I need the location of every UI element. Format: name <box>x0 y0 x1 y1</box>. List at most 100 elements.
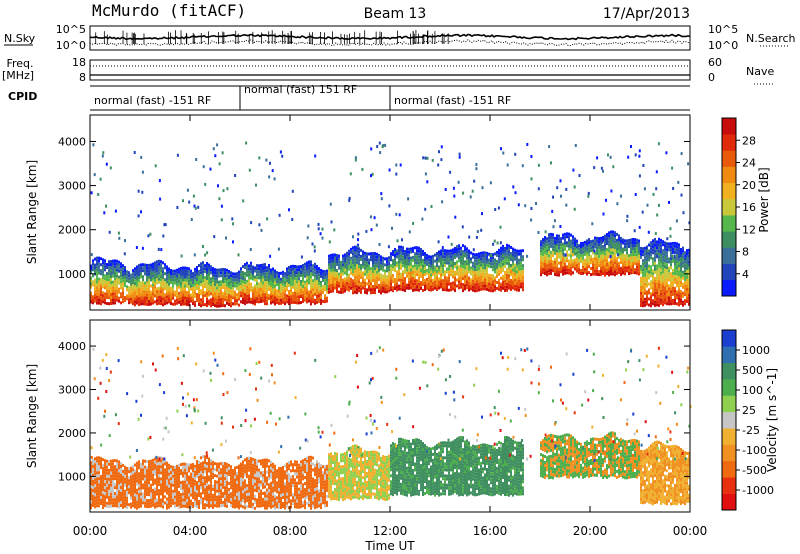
heatmap-cell <box>96 298 98 302</box>
colorbar-tick-label: 12 <box>742 223 756 236</box>
heatmap-cell <box>556 240 558 244</box>
heatmap-cell <box>474 286 476 290</box>
heatmap-cell <box>348 264 350 268</box>
heatmap-cell <box>310 266 312 270</box>
heatmap-cell <box>152 280 154 284</box>
heatmap-cell <box>123 252 126 256</box>
heatmap-cell <box>476 286 478 290</box>
heatmap-cell <box>108 293 110 297</box>
heatmap-cell <box>420 284 422 287</box>
heatmap-cell <box>688 248 690 252</box>
heatmap-cell <box>554 251 556 255</box>
heatmap-cell <box>150 501 152 505</box>
heatmap-cell <box>474 259 476 263</box>
heatmap-cell <box>290 301 292 305</box>
heatmap-cell <box>354 272 356 276</box>
heatmap-cell <box>408 253 410 257</box>
heatmap-cell <box>400 257 402 261</box>
heatmap-cell <box>494 285 496 289</box>
heatmap-cell <box>640 267 642 271</box>
heatmap-cell <box>348 252 350 256</box>
heatmap-cell <box>170 483 172 487</box>
heatmap-cell <box>614 264 616 268</box>
heatmap-cell <box>608 264 610 268</box>
heatmap-cell <box>182 489 184 493</box>
heatmap-cell <box>290 268 292 272</box>
heatmap-cell <box>508 259 510 263</box>
heatmap-cell <box>116 271 118 275</box>
heatmap-cell <box>124 489 126 493</box>
heatmap-cell <box>380 255 382 259</box>
heatmap-cell <box>366 273 368 277</box>
heatmap-cell <box>412 273 414 277</box>
heatmap-cell <box>395 172 398 176</box>
heatmap-cell <box>608 237 610 241</box>
colorbar-swatch <box>722 247 736 264</box>
heatmap-cell <box>132 504 134 508</box>
heatmap-cell <box>100 502 102 505</box>
heatmap-cell <box>250 261 252 265</box>
heatmap-cell <box>426 286 428 290</box>
heatmap-cell <box>92 504 94 507</box>
heatmap-cell <box>638 251 640 255</box>
heatmap-cell <box>302 294 304 297</box>
heatmap-cell <box>296 292 298 296</box>
heatmap-cell <box>437 163 440 167</box>
heatmap-cell <box>680 257 682 260</box>
heatmap-cell <box>286 279 288 283</box>
heatmap-cell <box>372 273 374 276</box>
heatmap-cell <box>310 260 312 264</box>
heatmap-cell <box>274 284 276 288</box>
heatmap-cell <box>154 472 156 476</box>
heatmap-cell <box>680 254 682 257</box>
heatmap-cell <box>198 285 200 288</box>
heatmap-cell <box>508 253 510 257</box>
heatmap-cell <box>362 265 364 269</box>
heatmap-cell <box>196 284 198 287</box>
heatmap-cell <box>550 235 552 239</box>
heatmap-cell <box>492 277 494 281</box>
heatmap-cell <box>660 259 662 263</box>
heatmap-cell <box>492 265 494 269</box>
heatmap-cell <box>296 289 298 293</box>
heatmap-cell <box>110 486 112 490</box>
heatmap-cell <box>96 471 98 475</box>
heatmap-cell <box>642 259 644 263</box>
heatmap-cell <box>344 253 346 257</box>
heatmap-cell <box>360 263 362 267</box>
heatmap-cell <box>174 278 176 282</box>
heatmap-cell <box>380 192 383 196</box>
heatmap-cell <box>665 151 668 155</box>
heatmap-cell <box>102 497 104 501</box>
heatmap-cell <box>344 262 346 266</box>
heatmap-cell <box>349 172 352 176</box>
heatmap-cell <box>592 272 594 276</box>
heatmap-cell <box>96 256 98 260</box>
heatmap-cell <box>428 279 430 283</box>
heatmap-cell <box>636 265 638 269</box>
heatmap-cell <box>612 260 614 264</box>
heatmap-cell <box>168 469 170 473</box>
heatmap-cell <box>562 254 564 258</box>
heatmap-cell <box>662 264 664 268</box>
heatmap-cell <box>456 284 458 288</box>
heatmap-cell <box>378 141 381 145</box>
heatmap-cell <box>96 265 98 269</box>
heatmap-cell <box>669 227 672 231</box>
heatmap-cell <box>96 292 98 296</box>
heatmap-cell <box>396 252 398 256</box>
heatmap-cell <box>356 252 358 256</box>
heatmap-cell <box>280 277 282 281</box>
heatmap-cell <box>178 270 180 274</box>
heatmap-cell <box>546 246 548 250</box>
heatmap-cell <box>391 226 393 230</box>
heatmap-cell <box>154 460 156 464</box>
heatmap-cell <box>234 293 236 297</box>
heatmap-cell <box>642 295 644 299</box>
heatmap-cell <box>408 265 410 269</box>
heatmap-cell <box>584 249 586 253</box>
heatmap-cell <box>265 158 268 162</box>
heatmap-cell <box>244 299 246 303</box>
heatmap-cell <box>386 269 388 273</box>
heatmap-cell <box>630 265 632 269</box>
